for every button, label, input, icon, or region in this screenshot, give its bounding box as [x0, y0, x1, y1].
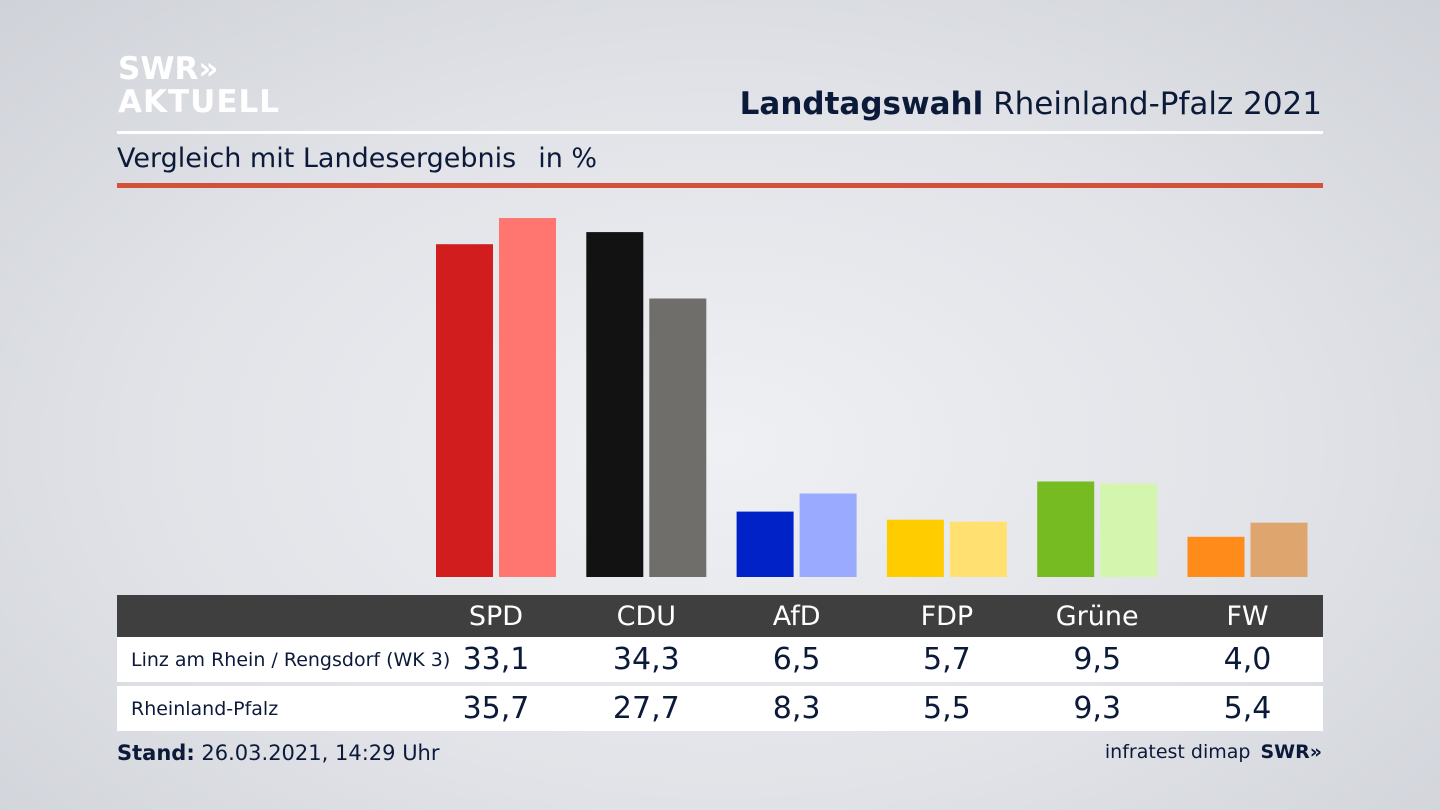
subtitle-text: Vergleich mit Landesergebnis [117, 143, 517, 174]
bar-spd-series1 [436, 244, 493, 577]
bar-fw-series2 [1250, 522, 1308, 577]
bar-fdp-series2 [949, 521, 1007, 577]
logo-swr-text: SWR [118, 51, 199, 87]
column-header: Grüne [1055, 600, 1139, 632]
results-table: SPD CDU AfD FDP Grüne FW Linz am Rhein / Reng… [117, 595, 1323, 731]
title-rest: Rheinland-Pfalz 2021 [993, 86, 1322, 122]
column-header: AfD [772, 600, 821, 632]
timestamp: Stand: 26.03.2021, 14:29 Uhr [117, 741, 440, 765]
logo-chevrons-icon: » [198, 51, 219, 87]
page-title: Landtagswahl Rheinland-Pfalz 2021 [740, 86, 1322, 122]
bar-afd-series1 [736, 511, 794, 577]
value-cell: 9,3 [1073, 691, 1122, 726]
title-divider [117, 131, 1323, 134]
value-cell: 5,4 [1223, 691, 1272, 726]
column-header: CDU [616, 600, 676, 632]
value-cell: 33,1 [462, 642, 530, 677]
value-cell: 4,0 [1223, 642, 1272, 677]
table-row-wk3: Linz am Rhein / Rengsdorf (WK 3) 33,1 34,… [117, 637, 1323, 682]
bar-spd-series2 [499, 218, 556, 577]
value-cell: 8,3 [772, 691, 821, 726]
row-label-wk3: Linz am Rhein / Rengsdorf (WK 3) [131, 648, 451, 671]
source-label: infratest dimap [1104, 741, 1251, 763]
value-cell: 35,7 [462, 691, 530, 726]
logo-aktuell: AKTUELL [118, 84, 281, 120]
column-header: FW [1226, 600, 1269, 632]
row-label-rlp: Rheinland-Pfalz [131, 697, 279, 720]
unit-label: in % [538, 143, 598, 174]
bar-cdu-series2 [649, 298, 707, 577]
swr-brand-logo: SWR» [1260, 741, 1322, 763]
bar-cdu-series1 [586, 232, 644, 577]
stand-value: 26.03.2021, 14:29 Uhr [201, 741, 440, 765]
title-bold: Landtagswahl [739, 86, 984, 122]
column-header: SPD [468, 600, 524, 632]
value-cell: 9,5 [1073, 642, 1122, 677]
value-cell: 6,5 [772, 642, 821, 677]
logo-swr: SWR» [118, 54, 280, 85]
value-cell: 27,7 [612, 691, 680, 726]
value-cell: 34,3 [612, 642, 680, 677]
table-header-row: SPD CDU AfD FDP Grüne FW [117, 595, 1323, 637]
column-header: FDP [920, 600, 974, 632]
bar-afd-series2 [799, 493, 857, 577]
value-cell: 5,5 [923, 691, 971, 726]
bar-fdp-series1 [886, 519, 944, 577]
chart-subtitle: Vergleich mit Landesergebnis in % [117, 143, 597, 174]
bar-fw-series1 [1187, 536, 1245, 577]
accent-divider [117, 183, 1323, 188]
swr-aktuell-logo: SWR» AKTUELL [118, 54, 280, 118]
bar-grne-series1 [1037, 481, 1095, 577]
source-credit: infratest dimap SWR» [1105, 741, 1322, 763]
bar-grne-series2 [1100, 483, 1158, 577]
table-row-rlp: Rheinland-Pfalz 35,7 27,7 8,3 5,5 9,3 5,4 [117, 686, 1323, 731]
value-cell: 5,7 [923, 642, 971, 677]
stand-label: Stand: [117, 741, 195, 765]
